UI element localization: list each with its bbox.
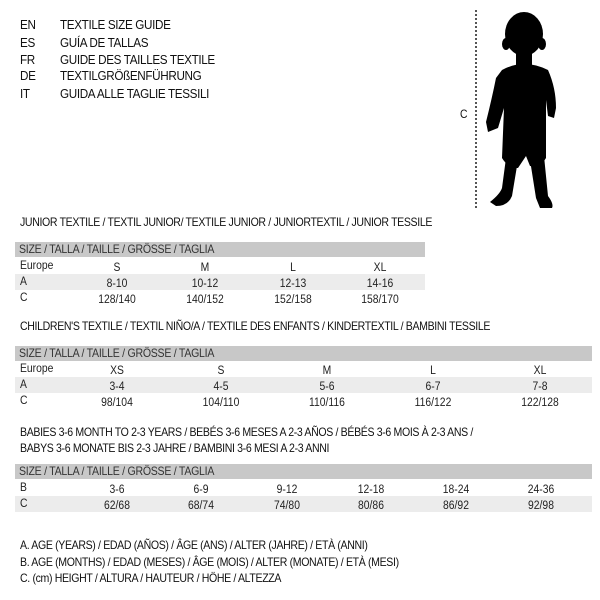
table-cell: XL (373, 262, 387, 274)
table-cell: XL (533, 365, 547, 377)
table-cell: 152/158 (274, 294, 312, 306)
row-label: Europe (20, 363, 54, 375)
baby-silhouette-icon (486, 12, 556, 208)
table-cell: 9-12 (276, 484, 298, 496)
table-cell: 24-36 (527, 484, 555, 496)
legend-item: B. AGE (MONTHS) / EDAD (MESES) / ÂGE (MO… (20, 555, 399, 569)
language-code: EN (20, 17, 36, 32)
row-shading (15, 496, 592, 512)
table-cell: 7-8 (532, 381, 548, 393)
table-cell: 8-10 (106, 278, 128, 290)
table-cell: 122/128 (521, 397, 559, 409)
table-cell: 6-7 (425, 381, 441, 393)
language-title: GUÍA DE TALLAS (60, 35, 149, 50)
language-title: GUIDA ALLE TAGLIE TESSILI (60, 86, 210, 101)
language-code: IT (20, 86, 30, 101)
table-cell: 10-12 (191, 278, 219, 290)
size-header-bar: SIZE / TALLA / TAILLE / GRÖSSE / TAGLIA (15, 464, 592, 479)
table-cell: XS (110, 365, 124, 377)
table-cell: L (430, 365, 436, 377)
table-cell: 6-9 (193, 484, 209, 496)
row-label: B (20, 482, 27, 494)
row-label: Europe (20, 260, 54, 272)
table-cell: 3-6 (109, 484, 125, 496)
table-cell: 68/74 (188, 500, 214, 512)
row-label: C (20, 292, 28, 304)
table-cell: 110/116 (309, 397, 345, 409)
language-code: ES (20, 35, 35, 50)
table-cell: 92/98 (528, 500, 554, 512)
table-cell: S (217, 365, 225, 377)
table-cell: 98/104 (101, 397, 133, 409)
table-title-line2: BABYS 3-6 MONATE BIS 2-3 JAHRE / BAMBINI… (20, 441, 330, 455)
row-label: A (20, 276, 27, 288)
table-cell: M (322, 365, 332, 377)
table-cell: 12-18 (357, 484, 385, 496)
size-header-label: SIZE / TALLA / TAILLE / GRÖSSE / TAGLIA (19, 464, 215, 478)
language-code: DE (20, 68, 36, 83)
table-cell: 3-4 (109, 381, 125, 393)
legend-item: A. AGE (YEARS) / EDAD (AÑOS) / ÂGE (ANS)… (20, 538, 368, 552)
table-title: CHILDREN'S TEXTILE / TEXTIL NIÑO/A / TEX… (20, 319, 491, 333)
table-title: JUNIOR TEXTILE / TEXTIL JUNIOR/ TEXTILE … (20, 215, 433, 229)
row-label: C (20, 395, 28, 407)
size-header-bar: SIZE / TALLA / TAILLE / GRÖSSE / TAGLIA (15, 242, 425, 257)
table-cell: 158/170 (361, 294, 399, 306)
language-title: TEXTILE SIZE GUIDE (60, 17, 171, 32)
language-title: TEXTILGRÖßENFÜHRUNG (60, 68, 202, 83)
table-cell: 140/152 (186, 294, 224, 306)
table-cell: 128/140 (98, 294, 136, 306)
height-measure-line (475, 10, 477, 208)
table-cell: L (290, 262, 296, 274)
table-cell: 86/92 (443, 500, 469, 512)
height-measure-label: C (460, 109, 468, 121)
table-cell: 80/86 (358, 500, 384, 512)
table-cell: 14-16 (366, 278, 394, 290)
row-shading (15, 377, 592, 393)
table-cell: 62/68 (104, 500, 130, 512)
table-cell: 12-13 (279, 278, 307, 290)
table-cell: 5-6 (319, 381, 335, 393)
language-code: FR (20, 52, 35, 67)
table-cell: S (113, 262, 121, 274)
table-cell: 4-5 (213, 381, 229, 393)
table-title: BABIES 3-6 MONTH TO 2-3 YEARS / BEBÉS 3-… (20, 425, 473, 439)
table-cell: 74/80 (274, 500, 300, 512)
language-title: GUIDE DES TAILLES TEXTILE (60, 52, 215, 67)
row-label: A (20, 379, 27, 391)
table-cell: 18-24 (442, 484, 470, 496)
table-cell: M (200, 262, 210, 274)
row-label: C (20, 498, 28, 510)
size-header-bar: SIZE / TALLA / TAILLE / GRÖSSE / TAGLIA (15, 346, 592, 361)
table-cell: 116/122 (414, 397, 452, 409)
legend-item: C. (cm) HEIGHT / ALTURA / HAUTEUR / HÖHE… (20, 571, 282, 585)
size-header-label: SIZE / TALLA / TAILLE / GRÖSSE / TAGLIA (19, 242, 215, 256)
table-cell: 104/110 (202, 397, 240, 409)
size-header-label: SIZE / TALLA / TAILLE / GRÖSSE / TAGLIA (19, 346, 215, 360)
row-shading (15, 274, 425, 290)
